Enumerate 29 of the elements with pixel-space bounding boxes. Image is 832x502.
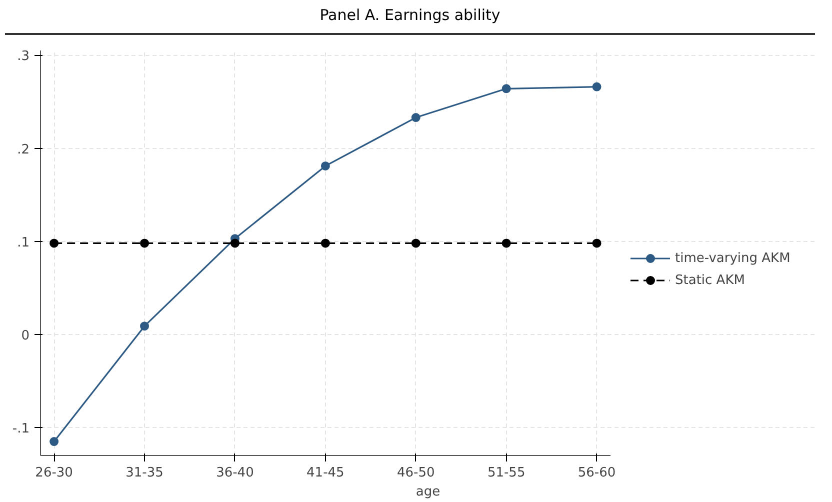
x-tick-label: 51-55: [487, 466, 526, 480]
point: [140, 322, 150, 331]
point: [140, 238, 150, 248]
legend-label: time-varying AKM: [675, 250, 790, 266]
x-tick-label: 41-45: [306, 466, 344, 480]
point: [502, 238, 511, 248]
y-tick-label: .2: [17, 142, 30, 158]
y-tick-label: .1: [17, 235, 30, 250]
y-tick-label: .3: [17, 49, 30, 64]
point: [320, 161, 330, 170]
point: [230, 238, 240, 248]
x-tick-label: 56-60: [578, 466, 616, 480]
chart-title: Panel A. Earnings ability: [320, 5, 500, 26]
point: [592, 238, 602, 248]
point: [50, 437, 59, 446]
point: [411, 113, 420, 122]
point: [411, 238, 420, 248]
x-axis-title: age: [416, 484, 440, 500]
x-tick-label: 36-40: [216, 466, 254, 480]
y-tick-label: 0: [21, 328, 30, 344]
x-tick-label: 46-50: [396, 466, 435, 480]
x-tick-label: 31-35: [126, 466, 164, 480]
point: [50, 238, 59, 248]
legend-label: Static AKM: [675, 272, 745, 288]
y-tick-label: -.1: [12, 422, 30, 437]
point: [502, 84, 511, 94]
point: [320, 238, 330, 248]
x-tick-label: 26-30: [35, 466, 73, 480]
point: [592, 82, 602, 92]
